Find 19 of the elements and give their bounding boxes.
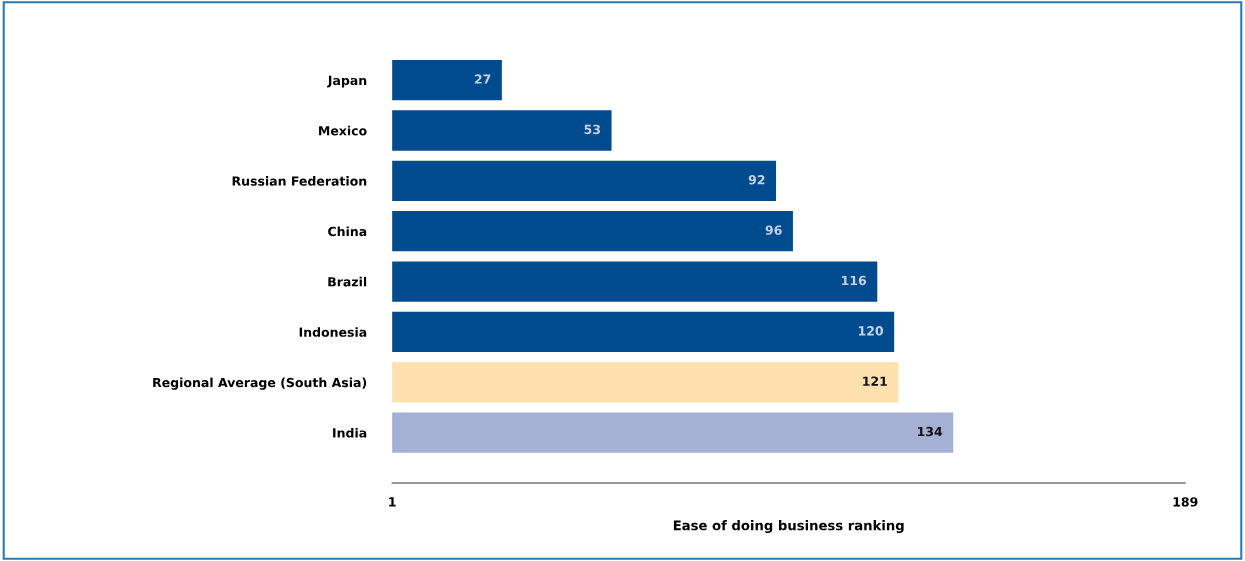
y-tick-label: Mexico [319, 125, 367, 136]
y-tick-label: Japan [327, 75, 367, 88]
x-tick-label: 189 [1173, 497, 1198, 507]
data-label: 92 [748, 175, 765, 185]
y-tick-label: China [328, 226, 367, 237]
data-label: 116 [842, 275, 867, 286]
y-tick-label: Russian Federation [232, 176, 367, 186]
y-tick-label: India [333, 427, 367, 438]
y-tick-label: Regional Average (South Asia) [153, 377, 367, 390]
data-label: 27 [474, 74, 491, 84]
data-label: 134 [918, 426, 943, 437]
data-label: 96 [765, 225, 782, 235]
y-tick-label: Brazil [328, 276, 367, 287]
data-label: 120 [858, 326, 884, 336]
data-label: 53 [584, 124, 600, 135]
x-axis-title: Ease of doing business ranking [673, 520, 904, 533]
data-label: 121 [863, 376, 887, 386]
x-tick-label: 1 [389, 497, 396, 507]
y-tick-label: Indonesia [299, 327, 367, 337]
